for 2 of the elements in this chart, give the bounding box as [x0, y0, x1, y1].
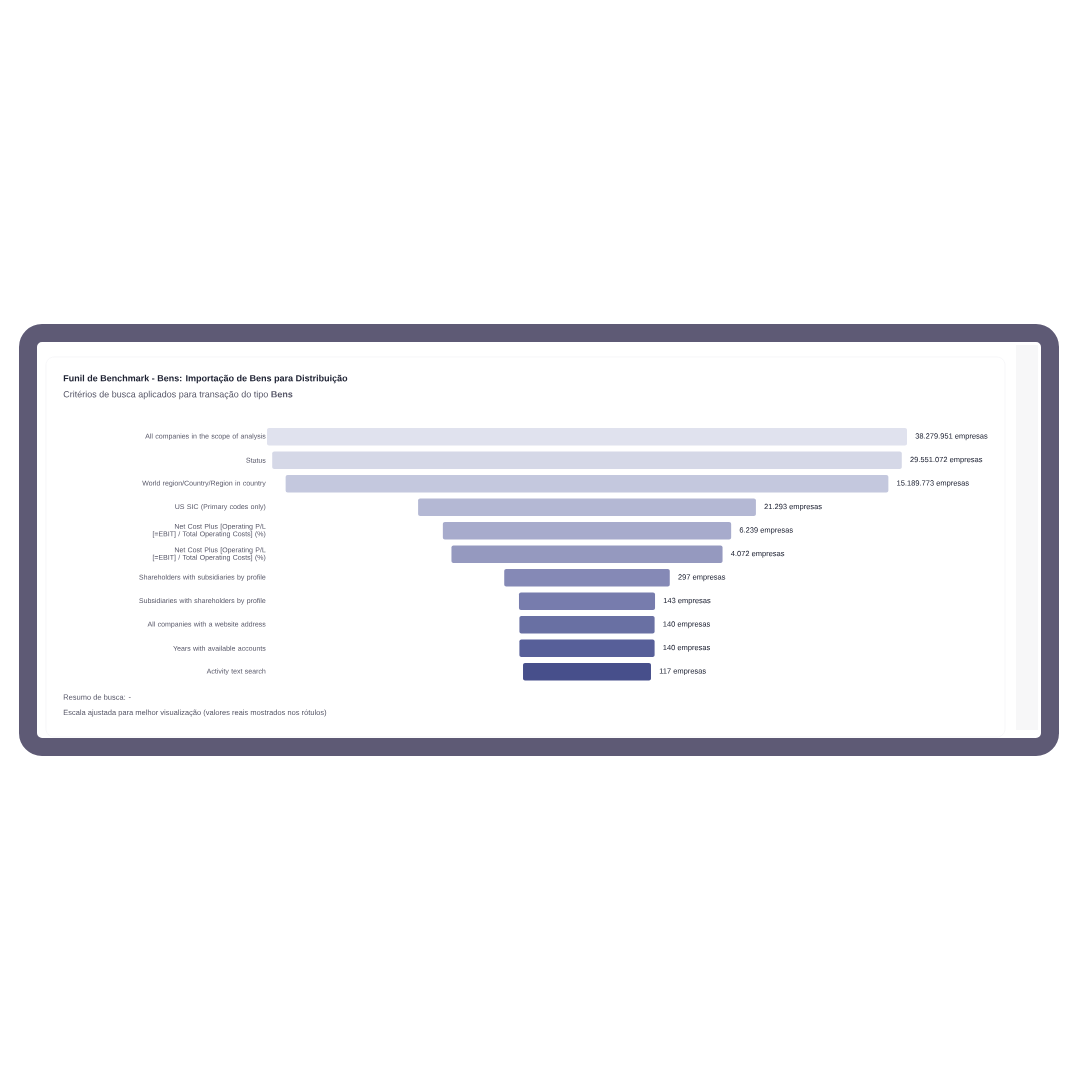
- text: Critérios de busca aplicados para transação do tipo Bens: [63, 390, 293, 400]
- text: Funil de Benchmark - Bens: Importação de Bens para Distribuição: [63, 374, 348, 384]
